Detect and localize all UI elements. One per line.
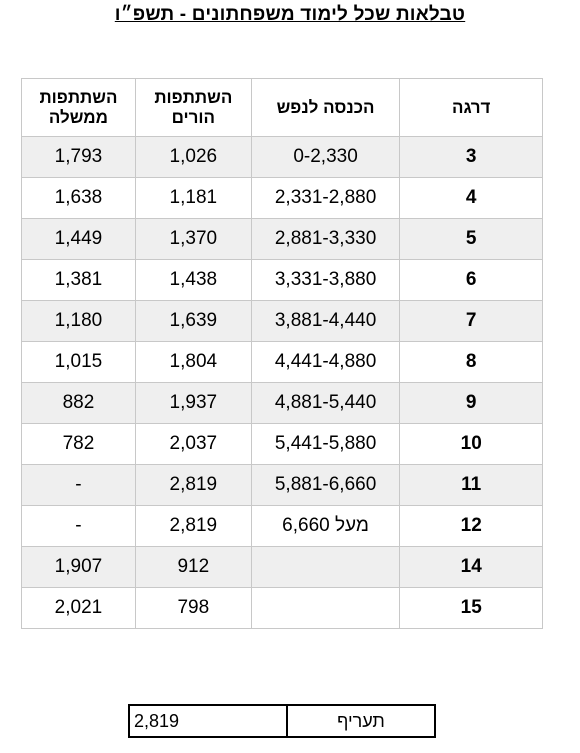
page-title: טבלאות שכל לימוד משפחתונים - תשפ״ו xyxy=(114,4,466,25)
cell-parents: 1,639 xyxy=(134,300,252,342)
cell-parents: 1,438 xyxy=(134,259,252,301)
rate-label: תעריף xyxy=(286,704,436,738)
table-row: 4 2,331-2,880 1,181 1,638 xyxy=(21,177,543,219)
header-parents-share: השתתפות הורים xyxy=(134,78,252,137)
header-government-share: השתתפות ממשלה xyxy=(21,78,136,137)
cell-gov: 1,638 xyxy=(21,177,136,219)
cell-gov: 2,021 xyxy=(21,587,136,629)
cell-income xyxy=(250,587,401,629)
cell-grade: 3 xyxy=(399,136,543,178)
cell-grade: 6 xyxy=(399,259,543,301)
table-row: 10 5,441-5,880 2,037 782 xyxy=(21,423,543,465)
cell-parents: 1,026 xyxy=(134,136,252,178)
cell-income: 4,441-4,880 xyxy=(250,341,401,383)
cell-gov: 1,015 xyxy=(21,341,136,383)
cell-gov: 1,449 xyxy=(21,218,136,260)
cell-gov: 1,381 xyxy=(21,259,136,301)
cell-income: 2,331-2,880 xyxy=(250,177,401,219)
table-row: 7 3,881-4,440 1,639 1,180 xyxy=(21,300,543,342)
cell-grade: 5 xyxy=(399,218,543,260)
cell-parents: 2,037 xyxy=(134,423,252,465)
cell-parents: 798 xyxy=(134,587,252,629)
cell-grade: 9 xyxy=(399,382,543,424)
cell-grade: 7 xyxy=(399,300,543,342)
cell-parents: 1,804 xyxy=(134,341,252,383)
header-income-per-person: הכנסה לנפש xyxy=(250,78,401,137)
cell-parents: 2,819 xyxy=(134,464,252,506)
cell-grade: 12 xyxy=(399,505,543,547)
fee-table: דרגה הכנסה לנפש השתתפות הורים השתתפות ממ… xyxy=(21,78,543,629)
cell-gov: - xyxy=(21,505,136,547)
cell-income: 3,331-3,880 xyxy=(250,259,401,301)
cell-income: 5,441-5,880 xyxy=(250,423,401,465)
cell-parents: 1,370 xyxy=(134,218,252,260)
cell-gov: 1,180 xyxy=(21,300,136,342)
cell-parents: 1,181 xyxy=(134,177,252,219)
cell-parents: 2,819 xyxy=(134,505,252,547)
table-row: 5 2,881-3,330 1,370 1,449 xyxy=(21,218,543,260)
cell-parents: 1,937 xyxy=(134,382,252,424)
table-row: 11 5,881-6,660 2,819 - xyxy=(21,464,543,506)
rate-row: תעריף 2,819 xyxy=(128,704,436,738)
cell-income: 3,881-4,440 xyxy=(250,300,401,342)
table-row: 6 3,331-3,880 1,438 1,381 xyxy=(21,259,543,301)
table-row: 12 מעל 6,660 2,819 - xyxy=(21,505,543,547)
cell-grade: 14 xyxy=(399,546,543,588)
cell-grade: 15 xyxy=(399,587,543,629)
rate-value: 2,819 xyxy=(128,704,288,738)
table-row: 15 798 2,021 xyxy=(21,587,543,629)
table-row: 8 4,441-4,880 1,804 1,015 xyxy=(21,341,543,383)
table-row: 14 912 1,907 xyxy=(21,546,543,588)
cell-gov: 882 xyxy=(21,382,136,424)
cell-parents: 912 xyxy=(134,546,252,588)
header-grade: דרגה xyxy=(399,78,543,137)
cell-grade: 8 xyxy=(399,341,543,383)
cell-gov: 1,793 xyxy=(21,136,136,178)
cell-income: 2,881-3,330 xyxy=(250,218,401,260)
cell-gov: 782 xyxy=(21,423,136,465)
table-row: 9 4,881-5,440 1,937 882 xyxy=(21,382,543,424)
cell-grade: 4 xyxy=(399,177,543,219)
cell-income: מעל 6,660 xyxy=(250,505,401,547)
cell-grade: 10 xyxy=(399,423,543,465)
cell-gov: - xyxy=(21,464,136,506)
table-row: 3 0-2,330 1,026 1,793 xyxy=(21,136,543,178)
cell-income: 5,881-6,660 xyxy=(250,464,401,506)
cell-grade: 11 xyxy=(399,464,543,506)
rate-box: תעריף 2,819 xyxy=(128,704,436,738)
table-header-row: דרגה הכנסה לנפש השתתפות הורים השתתפות ממ… xyxy=(21,78,543,137)
cell-income: 4,881-5,440 xyxy=(250,382,401,424)
cell-income xyxy=(250,546,401,588)
cell-gov: 1,907 xyxy=(21,546,136,588)
cell-income: 0-2,330 xyxy=(250,136,401,178)
